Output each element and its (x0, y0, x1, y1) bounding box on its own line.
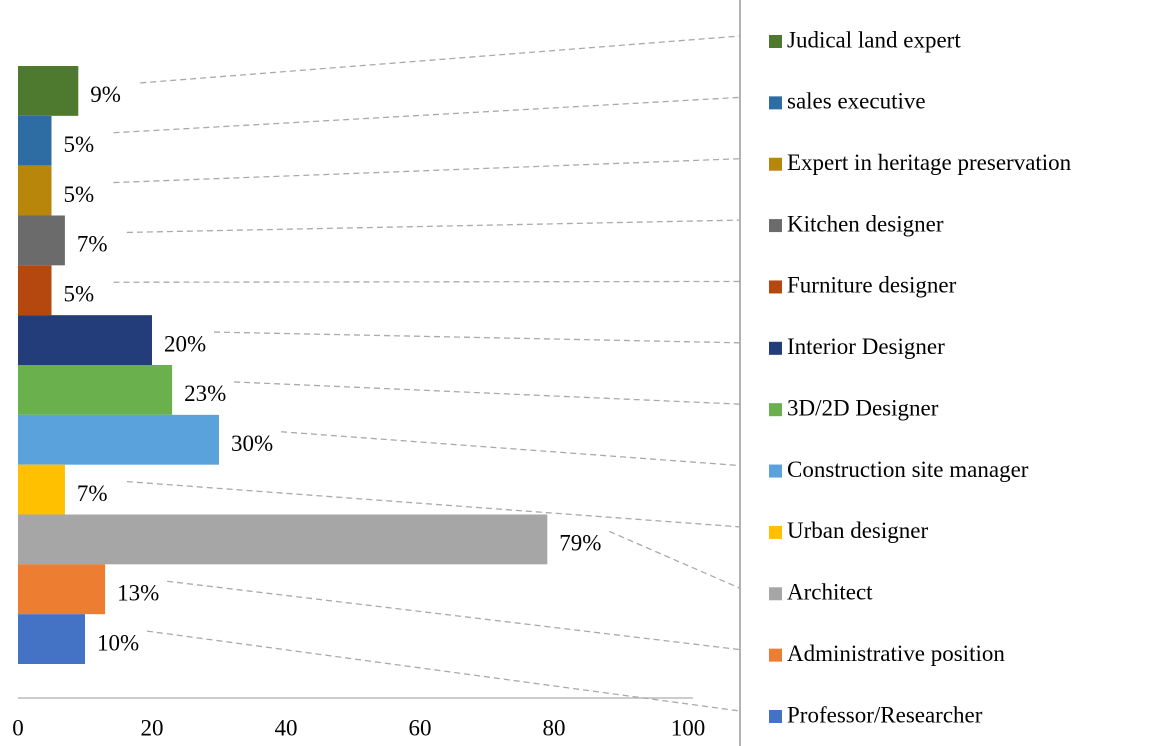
value-label: 13% (117, 581, 159, 606)
value-label: 7% (77, 232, 108, 257)
leader-line (126, 480, 741, 528)
leader-line (126, 219, 741, 234)
legend-swatch (769, 587, 782, 601)
legend-label: Urban designer (787, 518, 928, 543)
legend-swatch (769, 710, 782, 723)
bar (18, 464, 65, 515)
bar (18, 414, 219, 465)
legend-label: Interior Designer (787, 334, 945, 359)
legend-swatch (769, 648, 782, 662)
legend-label: Expert in heritage preservation (787, 150, 1072, 175)
legend-swatch (769, 280, 782, 294)
legend-label: Furniture designer (787, 273, 957, 298)
bar (18, 215, 65, 266)
leader-line (140, 35, 741, 84)
bar (18, 66, 79, 116)
value-label: 30% (231, 431, 273, 456)
value-label: 5% (64, 182, 95, 207)
value-label: 5% (64, 282, 95, 307)
leader-line (146, 630, 741, 712)
legend-label: Judical land expert (787, 27, 961, 52)
value-label: 23% (184, 381, 226, 406)
legend-label: Construction site manager (787, 457, 1029, 482)
leader-line (280, 431, 741, 467)
bar (18, 564, 106, 615)
x-tick-label: 20 (141, 715, 164, 740)
bar (18, 265, 52, 316)
legend-swatch (769, 403, 782, 417)
legend-swatch (769, 96, 782, 110)
x-tick-label: 0 (12, 715, 24, 740)
legend-label: Professor/Researcher (787, 702, 983, 727)
value-label: 7% (77, 481, 108, 506)
x-tick-label: 40 (275, 715, 298, 740)
legend-label: Architect (787, 580, 873, 605)
legend-label: sales executive (787, 89, 926, 114)
legend-swatch (769, 219, 782, 233)
bar (18, 165, 52, 216)
legend-swatch (769, 464, 782, 478)
legend-swatch (769, 525, 782, 539)
x-tick-label: 60 (409, 715, 432, 740)
legend-swatch (769, 35, 782, 48)
value-label: 5% (64, 132, 95, 157)
bar (18, 115, 52, 166)
leader-line (113, 280, 741, 283)
leader-line (167, 580, 741, 651)
legend-label: Kitchen designer (787, 211, 944, 236)
value-label: 20% (164, 331, 206, 356)
value-label: 9% (90, 82, 121, 107)
bar (18, 315, 152, 365)
legend-swatch (769, 157, 782, 171)
legend-swatch (769, 341, 782, 355)
leader-line (213, 331, 741, 344)
bar (18, 514, 548, 565)
value-label: 79% (559, 531, 601, 556)
leader-line (113, 158, 741, 184)
legend-label: Administrative position (787, 641, 1005, 666)
legend-label: 3D/2D Designer (787, 395, 939, 420)
leader-line (234, 381, 741, 405)
value-label: 10% (97, 630, 139, 655)
leader-line (113, 96, 741, 134)
leader-line (609, 530, 741, 589)
bar (18, 614, 85, 664)
bar (18, 365, 173, 415)
x-tick-label: 100 (671, 715, 706, 740)
x-tick-label: 80 (543, 715, 566, 740)
